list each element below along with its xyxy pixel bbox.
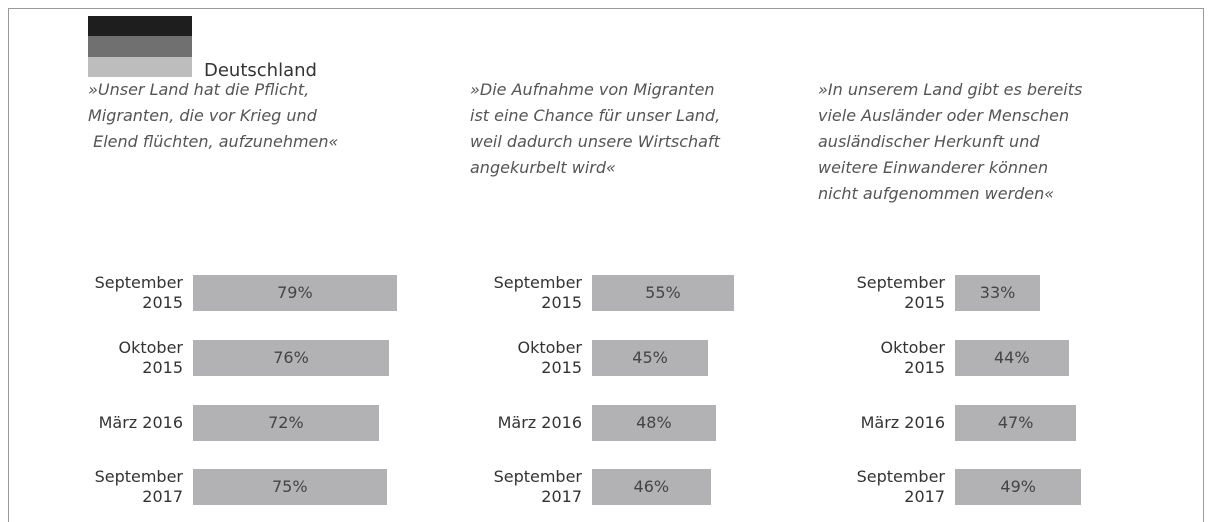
value-label: 44% (993, 348, 1030, 367)
category-label: Oktober 2015 (118, 338, 184, 377)
category-label: September 2015 (493, 273, 582, 312)
category-label: März 2016 (98, 413, 183, 432)
frame (8, 8, 1204, 522)
bar (193, 405, 379, 441)
category-label: September 2015 (94, 273, 183, 312)
value-label: 47% (997, 413, 1034, 432)
panel-title: »Die Aufnahme von Migranten ist eine Cha… (470, 80, 721, 177)
value-label: 72% (268, 413, 304, 432)
category-label: März 2016 (860, 413, 945, 432)
bar (193, 340, 390, 376)
value-label: 75% (271, 477, 308, 496)
bar (193, 469, 387, 505)
value-label: 49% (1000, 477, 1036, 496)
category-label: September 2017 (856, 467, 945, 506)
panel-title: »In unserem Land gibt es bereits viele A… (818, 80, 1083, 203)
bar (592, 405, 716, 441)
value-label: 46% (633, 477, 670, 496)
category-label: September 2017 (94, 467, 183, 506)
flag-stripe (88, 16, 192, 36)
panel-title: »Unser Land hat die Pflicht, Migranten, … (88, 80, 339, 151)
value-label: 55% (645, 283, 681, 302)
value-label: 76% (273, 348, 309, 367)
bar (955, 340, 1069, 376)
category-label: Oktober 2015 (880, 338, 946, 377)
bar (592, 340, 709, 376)
category-label: September 2015 (856, 273, 945, 312)
category-label: September 2017 (493, 467, 582, 506)
bar (592, 275, 734, 311)
value-label: 79% (277, 283, 313, 302)
bar (193, 275, 397, 311)
category-label: März 2016 (497, 413, 582, 432)
bar (592, 469, 711, 505)
legend-label: Deutschland (204, 60, 317, 81)
bar (955, 469, 1082, 505)
value-label: 45% (632, 348, 668, 367)
flag-stripe (88, 36, 192, 57)
category-label: Oktober 2015 (517, 338, 583, 377)
flag-stripe (88, 57, 192, 77)
value-label: 33% (979, 283, 1016, 302)
bar (955, 275, 1041, 311)
bar (955, 405, 1077, 441)
value-label: 48% (636, 413, 672, 432)
